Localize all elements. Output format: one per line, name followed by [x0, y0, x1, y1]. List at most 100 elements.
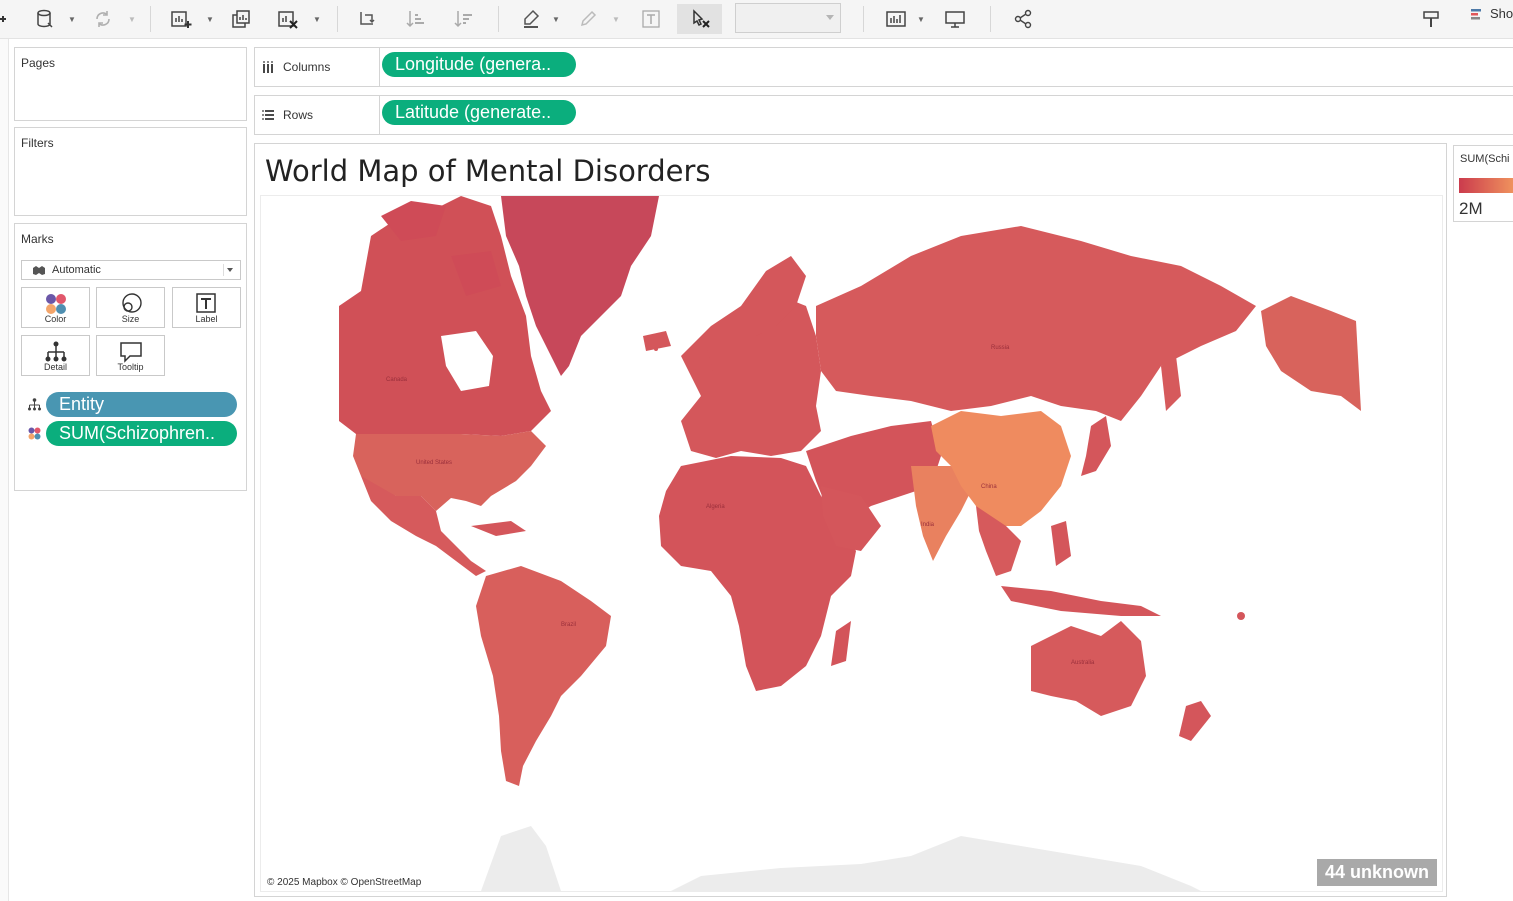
separator	[863, 6, 864, 32]
mexico-shape	[361, 476, 486, 576]
arctic-islands-shape	[381, 201, 446, 241]
columns-shelf[interactable]: Columns Longitude (genera..	[254, 47, 1513, 87]
swap-icon[interactable]	[354, 4, 380, 34]
south-america-shape	[476, 566, 611, 786]
sort-asc-icon[interactable]	[403, 4, 429, 34]
new-zealand-shape	[1179, 701, 1211, 741]
europe-shape	[681, 296, 821, 458]
view-title: World Map of Mental Disorders	[265, 154, 711, 188]
country-label: Canada	[386, 377, 408, 383]
fit-dropdown[interactable]	[735, 3, 841, 33]
duplicate-sheet-icon[interactable]	[229, 4, 255, 34]
refresh-dropdown[interactable]: ▼	[128, 14, 136, 24]
clear-sheet-icon[interactable]	[275, 4, 301, 34]
size-button[interactable]: Size	[96, 287, 165, 328]
filters-card[interactable]: Filters	[14, 127, 247, 216]
russia-shape	[816, 226, 1256, 421]
hudson-bay-shape	[441, 331, 493, 391]
caribbean-shape	[471, 521, 526, 536]
separator	[150, 6, 151, 32]
size-label: Size	[121, 314, 140, 324]
text-label-icon	[195, 293, 216, 313]
group-dropdown[interactable]: ▼	[612, 14, 620, 24]
new-worksheet-icon[interactable]	[168, 4, 194, 34]
legend-max-value: 2M	[1459, 199, 1483, 218]
label-icon[interactable]	[638, 4, 664, 34]
color-field-icon	[28, 427, 41, 440]
tooltip-button[interactable]: Tooltip	[96, 335, 165, 376]
highlight-dropdown[interactable]: ▼	[552, 14, 560, 24]
show-cards-icon[interactable]	[883, 4, 909, 34]
entity-pill-label: Entity	[59, 394, 105, 414]
country-label: Australia	[1071, 660, 1095, 666]
refresh-icon[interactable]	[90, 4, 116, 34]
label-label: Label	[195, 314, 218, 324]
toolbar: ▼ ▼ ▼ ▼ ▼ ▼ ▼	[0, 0, 1513, 39]
rows-shelf[interactable]: Rows Latitude (generate..	[254, 95, 1513, 135]
label-button[interactable]: Label	[172, 287, 241, 328]
sort-desc-icon[interactable]	[451, 4, 477, 34]
marks-card: Marks Automatic Color Size Label Detail	[14, 223, 247, 491]
clear-sheet-dropdown[interactable]: ▼	[313, 14, 321, 24]
chevron-down-icon[interactable]	[223, 264, 236, 276]
latitude-pill[interactable]: Latitude (generate..	[382, 100, 576, 125]
country-label: Brazil	[561, 622, 576, 628]
madagascar-shape	[831, 621, 851, 666]
side-strip	[0, 39, 9, 901]
filters-title: Filters	[21, 136, 54, 150]
map-canvas: Canada United States Brazil Russia China…	[339, 196, 1361, 891]
country-label: United States	[416, 460, 452, 466]
rows-label: Rows	[283, 108, 314, 122]
share-icon[interactable]	[1010, 4, 1036, 34]
latitude-pill-label: Latitude (generate..	[395, 102, 552, 122]
mark-type-select[interactable]: Automatic	[21, 260, 241, 280]
show-cards-dropdown[interactable]: ▼	[917, 14, 925, 24]
arabia-shape	[821, 486, 881, 551]
show-me-button[interactable]: Sho	[1470, 6, 1513, 21]
country-label: Russia	[991, 345, 1010, 351]
color-legend[interactable]: SUM(Schi 2M	[1453, 145, 1513, 222]
greenland-shape	[501, 196, 659, 376]
rows-shelf-label: Rows	[255, 96, 380, 134]
detail-button[interactable]: Detail	[21, 335, 90, 376]
schizophrenia-pill[interactable]: SUM(Schizophren..	[46, 421, 237, 446]
scandinavia-shape	[741, 256, 806, 336]
show-me-label: Sho	[1490, 6, 1513, 21]
group-icon[interactable]	[576, 4, 602, 34]
color-icon	[45, 294, 66, 314]
southeast-asia-shape	[976, 506, 1021, 576]
indonesia-shape	[1001, 586, 1161, 616]
new-worksheet-dropdown[interactable]: ▼	[206, 14, 214, 24]
worksheet-view: World Map of Mental Disorders	[254, 143, 1447, 897]
pin-icon[interactable]	[677, 4, 722, 34]
size-icon	[121, 293, 142, 313]
datasource-dropdown[interactable]: ▼	[68, 14, 76, 24]
datasource-icon[interactable]	[32, 4, 58, 34]
format-icon[interactable]	[1418, 4, 1444, 34]
add-icon[interactable]	[0, 4, 10, 34]
map-mark-icon	[33, 266, 45, 275]
china-shape	[931, 411, 1071, 526]
longitude-pill[interactable]: Longitude (genera..	[382, 52, 576, 77]
world-map[interactable]: Canada United States Brazil Russia China…	[260, 195, 1443, 892]
entity-pill[interactable]: Entity	[46, 392, 237, 417]
australia-shape	[1031, 621, 1146, 716]
philippines-shape	[1051, 521, 1071, 566]
legend-title: SUM(Schi	[1460, 153, 1510, 165]
pages-card[interactable]: Pages	[14, 47, 247, 121]
separator	[337, 6, 338, 32]
map-credit[interactable]: © 2025 Mapbox © OpenStreetMap	[267, 877, 422, 888]
india-shape	[911, 466, 976, 561]
country-label: India	[921, 522, 935, 528]
mark-type-value: Automatic	[52, 264, 101, 276]
columns-icon	[263, 61, 273, 73]
uk-shape	[693, 346, 713, 386]
color-button[interactable]: Color	[21, 287, 90, 328]
country-label: China	[981, 484, 997, 490]
highlight-icon[interactable]	[518, 4, 544, 34]
antarctica-shape	[671, 836, 1201, 891]
alaska-shape	[1261, 296, 1361, 411]
unknown-indicator[interactable]: 44 unknown	[1316, 859, 1437, 886]
japan-shape	[1081, 416, 1111, 476]
presentation-icon[interactable]	[942, 4, 968, 34]
